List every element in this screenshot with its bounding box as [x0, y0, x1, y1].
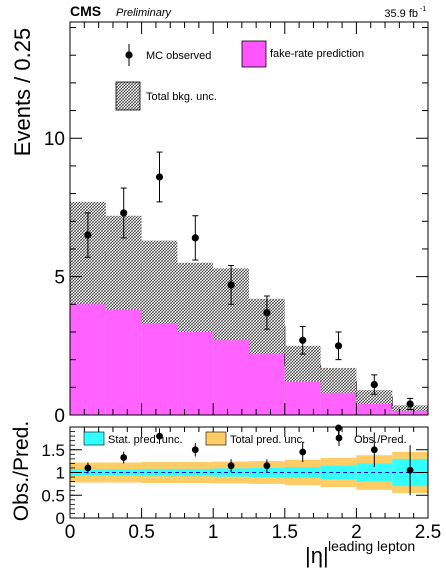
ratio-plot-panel: 00.511.50 0.5 1 1.5 2 2.5	[41, 424, 441, 543]
y-tick-label: 5	[54, 268, 65, 289]
ratio-y-axis-label: Obs./Pred.	[10, 421, 33, 521]
ratio-legend: Stat. pred. unc. Total pred. unc. Obs./P…	[83, 430, 407, 446]
ratio-points	[84, 424, 414, 496]
legend-label-total-unc: Total pred. unc.	[230, 434, 305, 446]
x-tick-label: 1.5	[272, 522, 298, 543]
ratio-y-tick-label: 0.5	[41, 486, 65, 505]
ratio-point	[84, 464, 92, 472]
mc-observed-point	[191, 234, 199, 242]
stat-unc-band-bin	[141, 468, 178, 477]
ratio-point	[263, 462, 271, 470]
x-tick-label: 0.5	[128, 522, 154, 543]
main-plot-frame	[69, 21, 429, 416]
legend-swatch-total-unc	[205, 431, 227, 446]
legend-swatch-stat-unc	[83, 431, 105, 446]
main-y-axis-label: Events / 0.25	[10, 28, 35, 156]
legend-label-fake-rate: fake-rate prediction	[270, 48, 364, 60]
stat-unc-band-bin	[177, 468, 214, 477]
lumi-label: 35.9 fb	[384, 8, 418, 20]
legend-swatch-total-bkg-unc	[115, 81, 141, 111]
ratio-point	[335, 424, 342, 432]
ratio-point	[406, 466, 414, 474]
lumi-exponent: -1	[420, 6, 426, 13]
unc-band-bin	[356, 390, 393, 404]
cms-label: CMS	[70, 3, 101, 19]
legend-swatch-fake-rate	[241, 40, 267, 68]
x-axis-label-subscript: leading lepton	[328, 538, 415, 554]
legend-marker-ratio	[335, 434, 343, 442]
mc-observed-point	[370, 380, 378, 389]
ratio-y-tick-label: 1.5	[41, 441, 65, 460]
main-plot-panel: 0 5 10	[44, 21, 429, 427]
ratio-point	[156, 432, 163, 440]
mc-observed-point	[120, 209, 128, 217]
legend-label-mc-observed: MC observed	[146, 50, 211, 62]
main-legend: MC observed fake-rate prediction Total b…	[115, 40, 364, 111]
legend-marker-mc-observed	[125, 51, 133, 59]
ratio-y-tick-label: 1	[56, 464, 65, 483]
mc-observed-point	[155, 173, 164, 181]
x-tick-label: 2.5	[415, 522, 441, 543]
total-bkg-uncertainty-band	[70, 201, 428, 411]
fake-rate-bar	[392, 408, 428, 415]
mc-observed-points	[84, 151, 414, 410]
mc-observed-point	[299, 336, 307, 344]
x-tick-label: 2	[351, 522, 362, 543]
x-axis-label-eta: |η|	[305, 543, 329, 568]
legend-label-stat-unc: Stat. pred. unc.	[108, 434, 183, 446]
unc-band-bin	[177, 262, 214, 332]
mc-observed-point	[263, 308, 271, 317]
legend-label-total-bkg-unc: Total bkg. unc.	[146, 91, 217, 103]
y-tick-label: 10	[44, 129, 65, 150]
y-tick-label: 0	[54, 406, 65, 427]
unc-band-bin	[141, 240, 178, 324]
preliminary-label: Preliminary	[116, 7, 173, 19]
ratio-point	[191, 446, 199, 454]
mc-observed-point	[227, 281, 235, 289]
ratio-y-tick-label: 0	[56, 509, 65, 528]
ratio-point	[120, 454, 128, 461]
unc-band-bin	[320, 367, 357, 393]
main-axes: 0 5 10	[44, 22, 429, 427]
mc-observed-point	[84, 231, 92, 239]
stat-unc-band-bin	[105, 469, 142, 476]
ratio-point	[370, 446, 378, 454]
mc-observed-point	[334, 342, 343, 350]
ratio-point	[227, 462, 235, 470]
x-tick-label: 1	[208, 522, 219, 543]
x-tick-label: 0	[65, 522, 76, 543]
ratio-axes: 00.511.50 0.5 1 1.5 2 2.5	[41, 427, 441, 543]
ratio-point	[299, 448, 307, 456]
mc-observed-point	[406, 400, 414, 408]
legend-label-ratio: Obs./Pred.	[354, 434, 407, 446]
